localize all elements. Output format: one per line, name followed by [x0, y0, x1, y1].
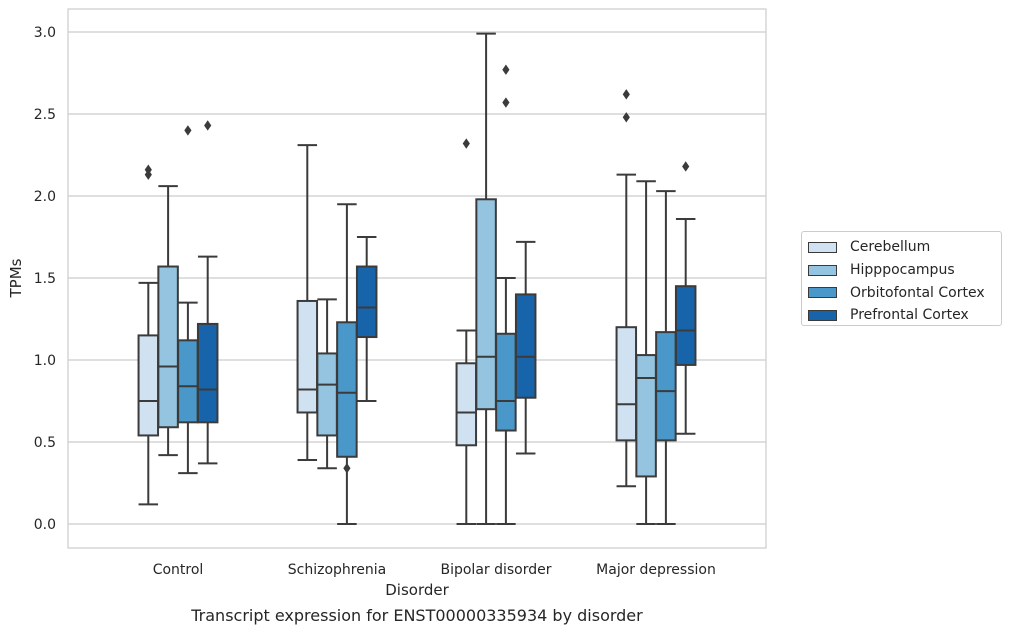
box-iqr: [635, 354, 657, 478]
legend-item: Cerebellum: [808, 236, 1001, 259]
box-cerebellum: [137, 164, 160, 506]
box-iqr: [336, 321, 358, 458]
box-iqr: [196, 322, 219, 424]
box-iqr: [655, 331, 677, 442]
box-hipppocampus: [635, 180, 657, 525]
box-iqr: [475, 198, 497, 411]
legend: Cerebellum Hipppocampus Orbitofontal Corte…: [801, 231, 1002, 326]
outlier-point: [184, 125, 192, 136]
outlier-point: [622, 112, 630, 123]
y-tick-label: 2.0: [34, 189, 56, 205]
y-tick-label: 0.5: [34, 435, 56, 451]
box-iqr: [615, 326, 638, 442]
y-tick-label: 1.5: [34, 271, 56, 287]
box-prefrontal-cortex: [674, 161, 697, 435]
y-tick-label: 1.0: [34, 353, 56, 369]
plot-area-frame: [67, 8, 767, 549]
legend-label: Orbitofontal Cortex: [850, 284, 985, 301]
x-tick-label: Bipolar disorder: [440, 562, 551, 578]
box-cerebellum: [296, 144, 319, 462]
figure-caption: Transcript expression for ENST0000033593…: [191, 606, 643, 625]
x-tick-label: Schizophrenia: [288, 562, 386, 578]
legend-label: Cerebellum: [850, 239, 931, 256]
legend-swatch: [808, 264, 837, 276]
box-series: [137, 32, 697, 525]
box-prefrontal-cortex: [196, 120, 219, 465]
box-prefrontal-cortex: [355, 236, 378, 402]
box-orbitofontal-cortex: [495, 64, 517, 525]
x-tick-label: Major depression: [596, 562, 716, 578]
x-axis-label: Disorder: [385, 581, 449, 599]
y-tick-label: 0.0: [34, 517, 56, 533]
box-orbitofontal-cortex: [655, 190, 677, 525]
box-hipppocampus: [157, 185, 179, 457]
y-tick-label: 2.5: [34, 107, 56, 123]
outlier-point: [204, 120, 212, 131]
box-iqr: [137, 334, 160, 437]
outlier-point: [462, 138, 470, 149]
legend-swatch: [808, 287, 837, 299]
legend-item: Prefrontal Cortex: [808, 304, 1001, 327]
box-iqr: [455, 362, 478, 447]
box-cerebellum: [455, 138, 478, 525]
y-axis-label: TPMs: [7, 258, 25, 298]
box-orbitofontal-cortex: [336, 203, 358, 525]
outlier-point: [682, 161, 690, 172]
box-hipppocampus: [475, 32, 497, 525]
box-iqr: [495, 332, 517, 432]
box-prefrontal-cortex: [514, 240, 537, 455]
box-orbitofontal-cortex: [177, 125, 199, 475]
legend-item: Orbitofontal Cortex: [808, 281, 1001, 304]
legend-label: Hipppocampus: [850, 262, 955, 279]
legend-label: Prefrontal Cortex: [850, 307, 969, 324]
box-hipppocampus: [316, 298, 338, 470]
y-tick-label: 3.0: [34, 25, 56, 41]
box-iqr: [514, 293, 537, 399]
outlier-point: [343, 463, 351, 474]
box-iqr: [355, 265, 378, 339]
outlier-point: [502, 97, 510, 108]
outlier-point: [622, 89, 630, 100]
box-cerebellum: [615, 89, 638, 488]
box-iqr: [157, 265, 179, 429]
legend-swatch: [808, 309, 837, 321]
box-iqr: [177, 339, 199, 424]
box-iqr: [674, 285, 697, 366]
box-iqr: [296, 299, 319, 414]
y-axis-ticks: 0.0 0.5 1.0 1.5 2.0 2.5 3.0: [34, 25, 56, 533]
box-iqr: [316, 352, 338, 437]
outlier-point: [502, 64, 510, 75]
outlier-point: [144, 164, 152, 175]
legend-swatch: [808, 241, 837, 253]
x-axis-ticks: Control Schizophrenia Bipolar disorder Majo…: [153, 562, 716, 578]
x-tick-label: Control: [153, 562, 204, 578]
legend-item: Hipppocampus: [808, 259, 1001, 282]
